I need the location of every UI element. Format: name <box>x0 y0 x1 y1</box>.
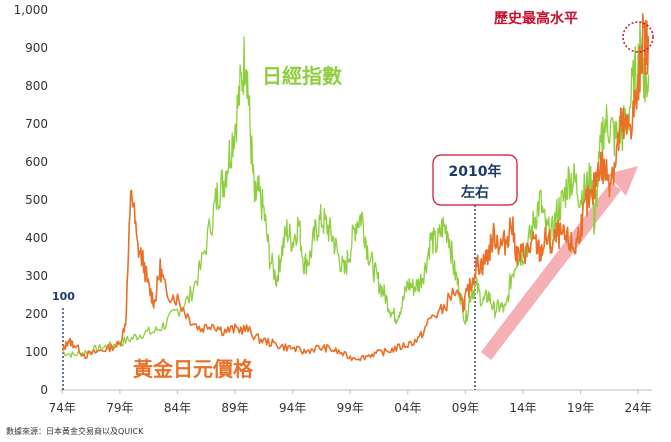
x-tick-label: 99年 <box>337 401 364 415</box>
x-tick-label: 79年 <box>106 401 133 415</box>
x-axis-ticks: 74年 79年 84年 89年 94年 99年 04年 09年 14年 19年 24年 <box>49 390 652 415</box>
annotation-2010-line1: 2010年 <box>449 163 502 180</box>
y-tick-label: 500 <box>25 193 48 207</box>
record-high-circle <box>622 21 654 53</box>
series-line-gold <box>61 13 650 362</box>
y-tick-label: 900 <box>25 41 48 55</box>
series-line-nikkei <box>62 20 650 358</box>
series-label-nikkei: 日經指數 <box>262 64 342 88</box>
x-tick-label: 14年 <box>509 401 536 415</box>
record-high-label: 歷史最高水平 <box>494 10 578 27</box>
y-tick-label: 400 <box>25 231 48 245</box>
y-tick-label: 100 <box>25 345 48 359</box>
x-tick-label: 74年 <box>49 401 76 415</box>
y-tick-label: 300 <box>25 269 48 283</box>
y-tick-label: 0 <box>40 383 48 397</box>
trend-arrow <box>480 166 638 360</box>
y-tick-label: 1,000 <box>14 3 48 17</box>
x-tick-label: 09年 <box>452 401 479 415</box>
y-tick-label: 600 <box>25 155 48 169</box>
y-axis-ticks: 0 100 200 300 400 500 600 700 800 900 1,000 <box>14 3 48 397</box>
source-note: 數據來源：日本黃金交易商以及QUICK <box>6 426 144 436</box>
x-tick-label: 89年 <box>221 401 248 415</box>
x-tick-label: 84年 <box>164 401 191 415</box>
annotation-2010-line2: 左右 <box>460 184 489 201</box>
x-tick-label: 94年 <box>279 401 306 415</box>
y-tick-label: 800 <box>25 79 48 93</box>
annotation-2010-box <box>432 154 518 206</box>
base-100-label: 100 <box>52 290 75 303</box>
y-tick-label: 200 <box>25 307 48 321</box>
y-tick-label: 700 <box>25 117 48 131</box>
series-label-gold: 黃金日元價格 <box>133 357 254 381</box>
x-tick-label: 04年 <box>394 401 421 415</box>
x-tick-label: 24年 <box>625 401 652 415</box>
x-tick-label: 19年 <box>567 401 594 415</box>
